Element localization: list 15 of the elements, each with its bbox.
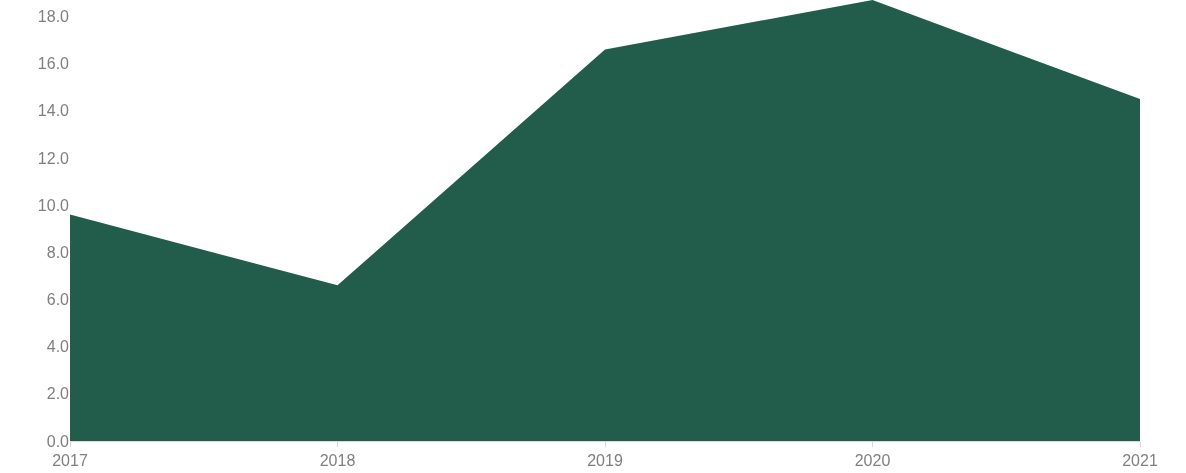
x-tick-label: 2019 bbox=[587, 452, 623, 470]
y-tick-label: 0.0 bbox=[46, 432, 70, 450]
x-tick-label: 2021 bbox=[1122, 452, 1158, 470]
y-tick-label: 14.0 bbox=[37, 102, 70, 120]
y-tick-label: 16.0 bbox=[37, 55, 70, 73]
x-tick-label: 2018 bbox=[319, 452, 356, 470]
x-tick-label: 2017 bbox=[52, 452, 88, 470]
y-tick-label: 10.0 bbox=[37, 196, 70, 214]
x-tick-label: 2020 bbox=[854, 452, 891, 470]
y-tick-label: 2.0 bbox=[46, 385, 70, 403]
y-tick-label: 4.0 bbox=[46, 338, 70, 356]
y-tick-label: 6.0 bbox=[46, 291, 70, 309]
y-tick-label: 12.0 bbox=[37, 149, 70, 167]
y-tick-label: 18.0 bbox=[37, 8, 70, 26]
y-tick-label: 8.0 bbox=[46, 243, 70, 261]
